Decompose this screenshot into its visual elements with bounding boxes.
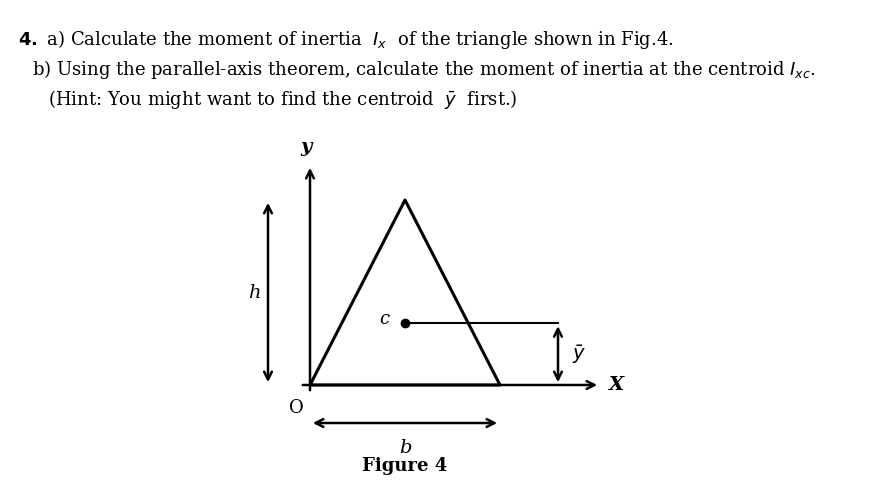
Text: $\mathbf{4.}$ a) Calculate the moment of inertia  $I_x$  of the triangle shown i: $\mathbf{4.}$ a) Calculate the moment of…	[18, 28, 674, 51]
Text: b: b	[399, 439, 412, 457]
Text: $\bar{y}$: $\bar{y}$	[572, 343, 586, 366]
Text: X: X	[608, 376, 623, 394]
Text: Figure 4: Figure 4	[363, 457, 447, 475]
Text: (Hint: You might want to find the centroid  $\bar{y}$  first.): (Hint: You might want to find the centro…	[48, 88, 517, 111]
Text: h: h	[247, 284, 260, 301]
Text: b) Using the parallel-axis theorem, calculate the moment of inertia at the centr: b) Using the parallel-axis theorem, calc…	[32, 58, 816, 81]
Text: y: y	[301, 138, 312, 156]
Text: O: O	[288, 399, 303, 417]
Text: c: c	[378, 310, 389, 329]
